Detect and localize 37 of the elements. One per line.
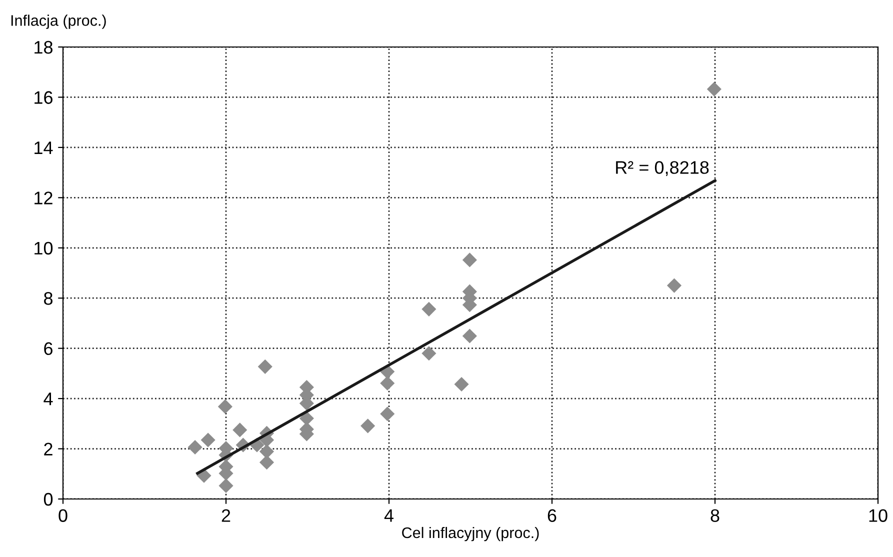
point xyxy=(360,418,376,434)
point xyxy=(380,376,395,391)
point xyxy=(706,82,722,96)
y-tick-label: 2 xyxy=(44,442,52,456)
y-tick-label: 0 xyxy=(44,492,53,506)
point xyxy=(454,376,469,392)
point xyxy=(218,399,232,414)
y-axis-title: Inflacja (proc.) xyxy=(11,14,106,29)
x-tick-label: 8 xyxy=(710,509,720,522)
point xyxy=(232,422,248,438)
point xyxy=(422,346,436,361)
annotation: R² = 0,8218 xyxy=(616,161,709,176)
point xyxy=(462,252,477,268)
point xyxy=(259,455,274,470)
point xyxy=(666,278,682,293)
point xyxy=(422,302,436,316)
point xyxy=(258,359,272,374)
point xyxy=(188,440,202,455)
x-tick-label: 6 xyxy=(548,509,556,522)
point xyxy=(462,328,477,344)
y-tick-label: 18 xyxy=(34,40,52,54)
x-tick-label: 10 xyxy=(869,509,888,522)
y-tick-label: 6 xyxy=(44,342,52,356)
point xyxy=(380,406,395,422)
x-tick-label: 2 xyxy=(222,509,230,522)
point xyxy=(259,444,274,459)
point xyxy=(218,478,234,493)
x-tick-label: 4 xyxy=(384,509,394,522)
x-tick-label: 0 xyxy=(58,509,68,522)
y-tick-label: 8 xyxy=(44,292,52,305)
y-tick-label: 16 xyxy=(34,91,52,104)
point xyxy=(200,432,216,448)
y-tick-label: 4 xyxy=(44,392,53,406)
y-tick-label: 10 xyxy=(34,242,53,255)
y-tick-label: 12 xyxy=(34,192,52,204)
x-axis-title: Cel inflacyjny (proc.) xyxy=(402,526,539,542)
y-tick-label: 14 xyxy=(34,142,53,154)
